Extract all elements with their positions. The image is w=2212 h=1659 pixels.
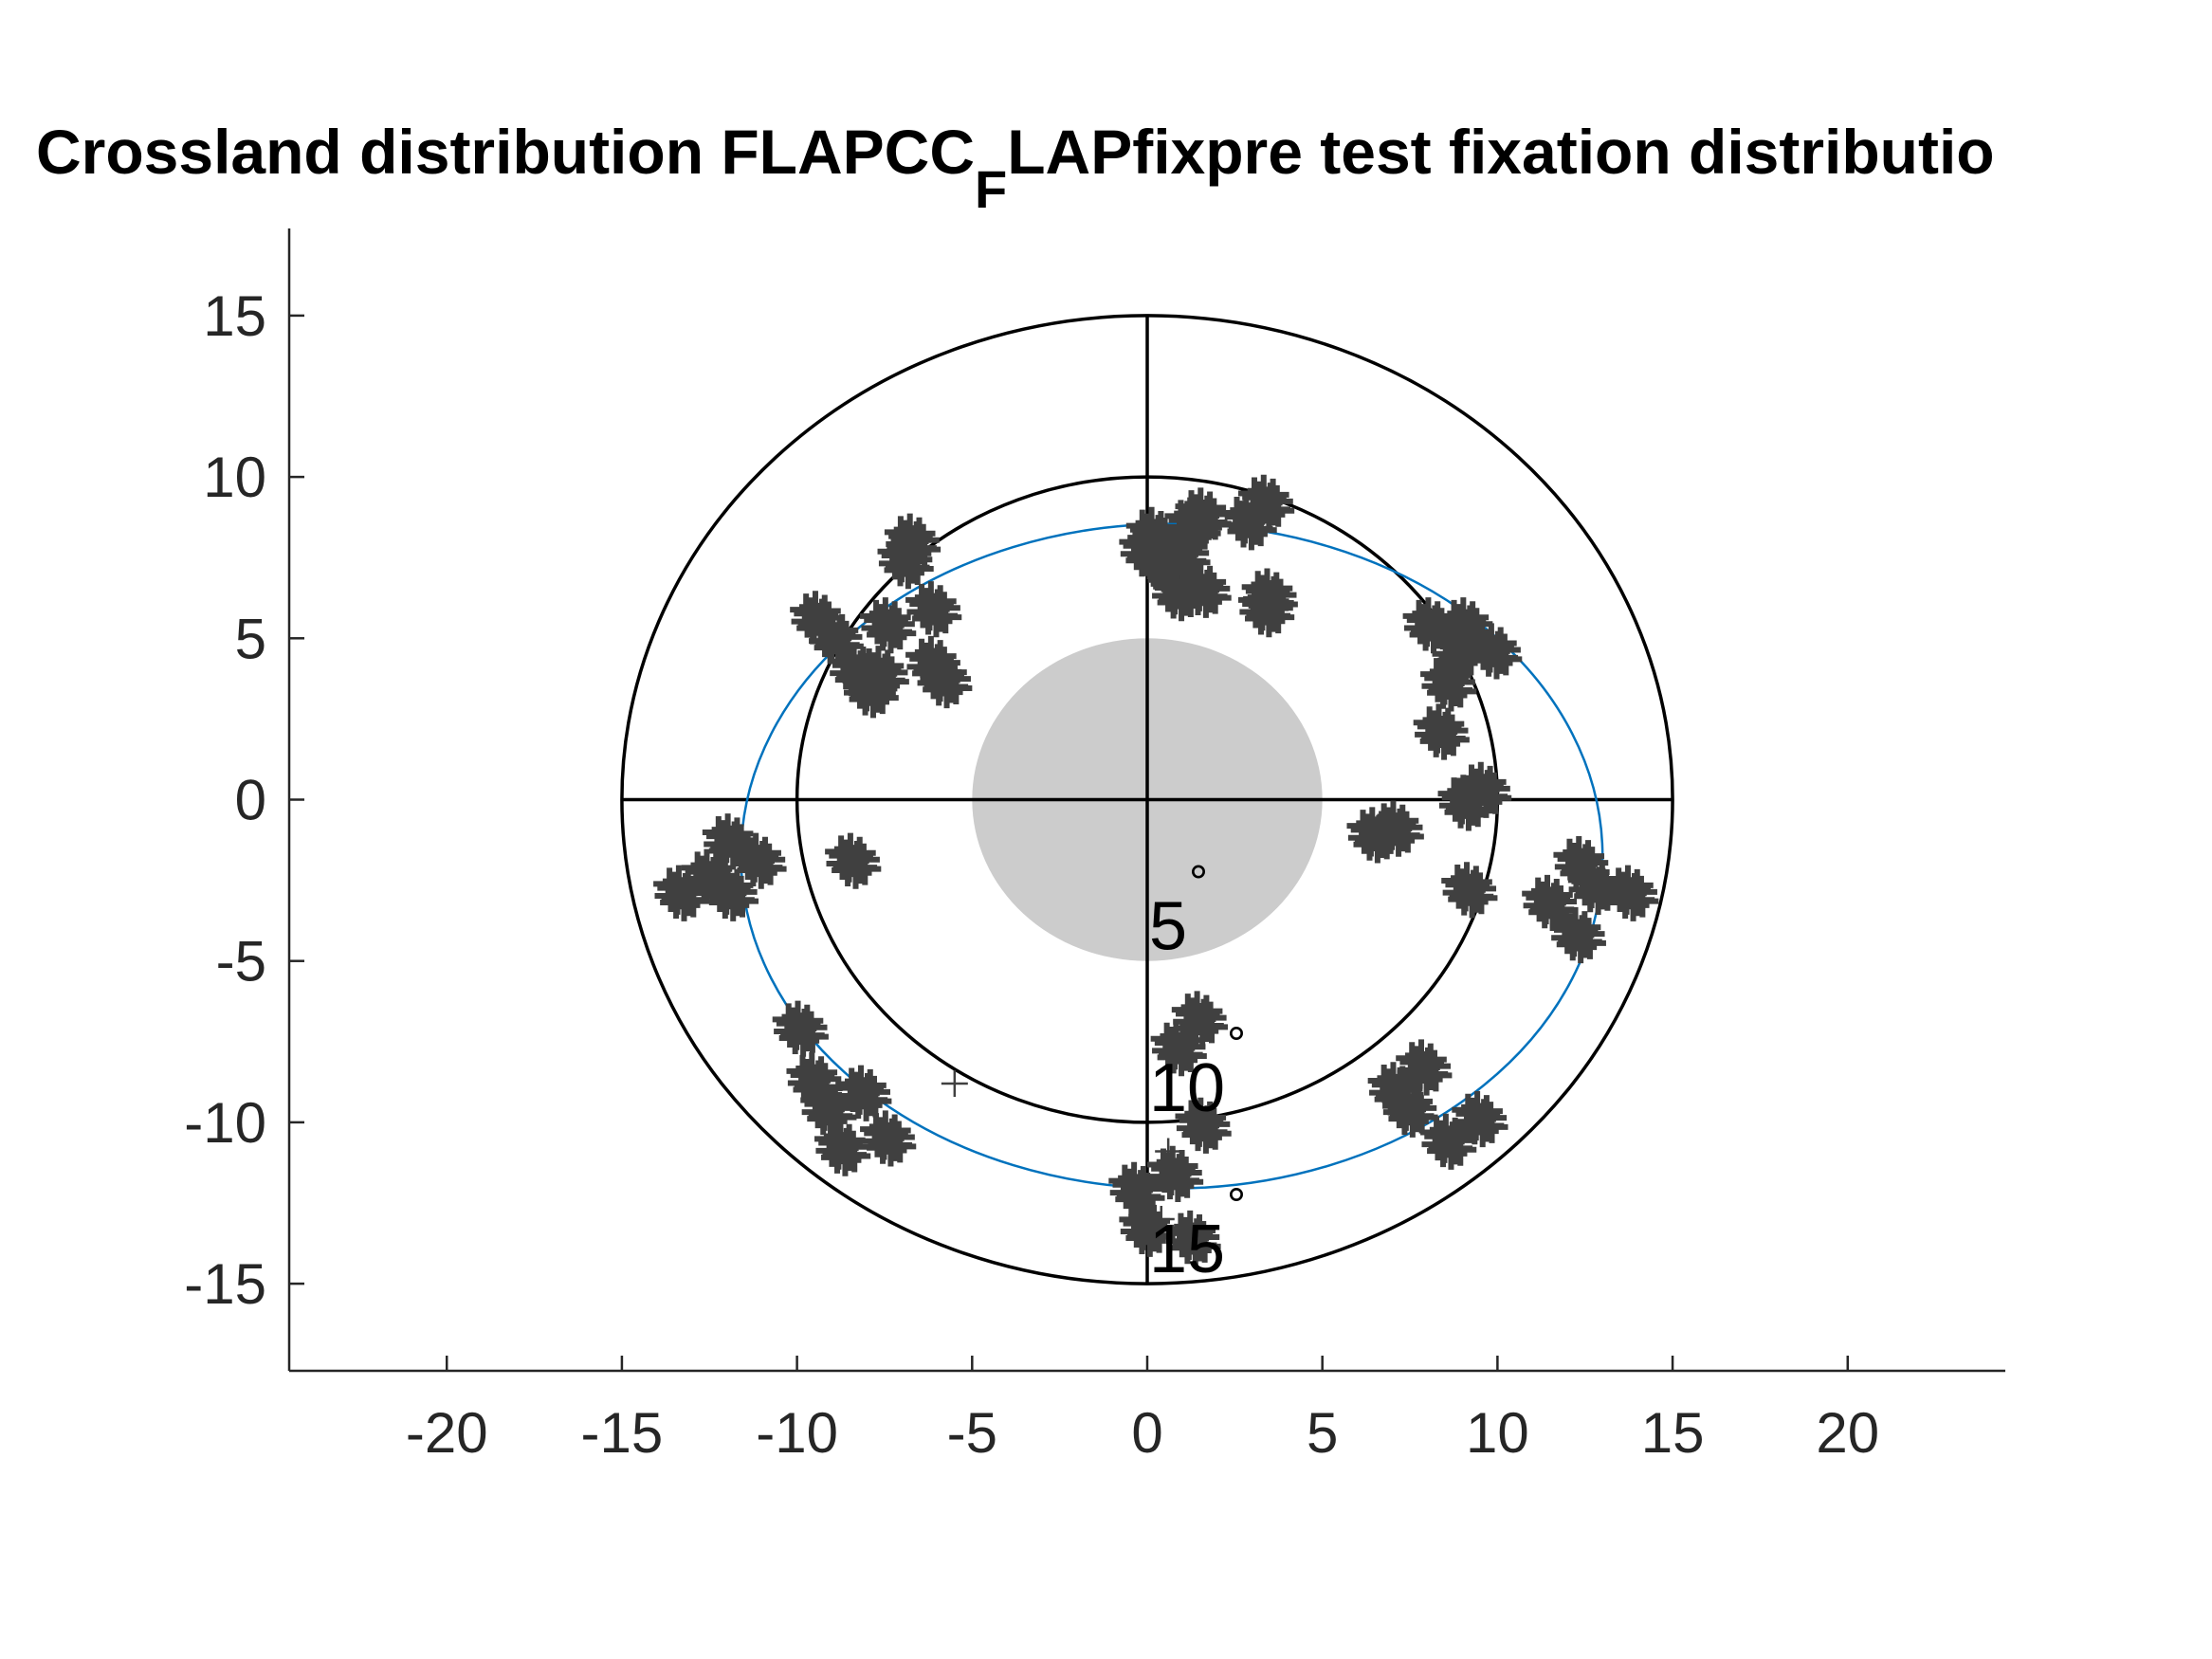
fixation-point [1155,1138,1182,1165]
x-tick-label: 20 [1816,1401,1879,1465]
ring-degree-symbol: ° [1227,1017,1246,1070]
fixation-cluster [905,581,962,638]
fixation-point [941,1070,968,1098]
ring-degree-symbol: ° [1189,856,1208,909]
fixation-cluster [1237,474,1295,531]
y-tick-label: -5 [216,930,266,994]
fixation-cluster [1241,568,1298,625]
fixation-cluster [828,642,886,699]
fixation-cluster [772,1000,829,1057]
fixation-cluster [1125,506,1182,563]
ring-label-5: 5 [1149,889,1187,965]
fixation-cluster [1164,1210,1221,1267]
fixation-cluster [835,1065,892,1121]
fixation-cluster [905,635,962,693]
fixation-cluster [860,597,917,654]
fixation-cluster [1522,874,1579,932]
ring-label-10: 10 [1149,1050,1225,1126]
fixation-cluster [1396,1039,1453,1096]
y-tick-label: 0 [235,769,266,832]
fixation-cluster [1367,800,1424,857]
fixation-cluster [1466,623,1523,680]
x-tick-label: -5 [947,1401,997,1465]
fixation-cluster [860,1110,917,1167]
fixation-cluster [1175,561,1232,618]
x-tick-label: 15 [1641,1401,1705,1465]
fixation-cluster [1553,835,1610,893]
ring-label-15: 15 [1149,1212,1225,1287]
fixation-cluster [825,832,882,889]
fixation-cluster [1549,906,1606,964]
y-tick-label: -15 [184,1252,266,1316]
fixation-point [1147,1206,1175,1233]
fixation-cluster [1402,597,1459,654]
fixation-cluster [1441,862,1498,919]
y-tick-label: 15 [203,284,266,348]
chart-title-main: Crossland distribution FLAPCC [36,117,975,187]
fixation-cluster [1413,703,1470,760]
x-tick-label: -20 [406,1401,488,1465]
ring-degree-symbol: ° [1227,1178,1246,1231]
fixation-cluster [681,848,738,905]
fixation-cluster [1452,1090,1508,1148]
x-tick-label: -15 [581,1401,664,1465]
fixation-cluster [1420,1113,1477,1170]
x-tick-label: -10 [756,1401,838,1465]
fixation-cluster [814,1120,871,1176]
fixation-cluster [884,513,941,570]
x-tick-label: 0 [1131,1401,1162,1465]
fixation-cluster [1602,865,1659,921]
fixation-cluster [1171,991,1229,1048]
fixation-cluster [786,1052,843,1109]
y-tick-label: 5 [235,607,266,670]
fixation-cluster [1455,761,1512,818]
chart-title: Crossland distribution FLAPCCFLAPfixpre … [36,117,1995,219]
chart-title-subscript: F [975,159,1007,219]
fixation-cluster [1367,1062,1424,1119]
chart-title-rest: LAPfixpre test fixation distributio [1007,117,1994,187]
fixation-cluster [1437,597,1494,654]
fixation-cluster [1150,1020,1207,1077]
fixation-cluster [1108,1161,1165,1218]
fixation-cluster [1119,1200,1176,1257]
y-tick-label: -10 [184,1091,266,1155]
fixation-cluster [702,813,759,870]
fixation-cluster [790,591,847,647]
fixation-cluster [1175,487,1232,544]
x-tick-label: 10 [1466,1401,1529,1465]
fixation-cluster [1146,1145,1204,1202]
y-tick-label: 10 [203,446,266,509]
plot-area: 5°10°15°-20 -15 -10 -5 0 5 10 15 20-15-10-505101… [184,228,2005,1465]
fixation-cluster [1175,1097,1232,1154]
x-tick-label: 5 [1307,1401,1338,1465]
